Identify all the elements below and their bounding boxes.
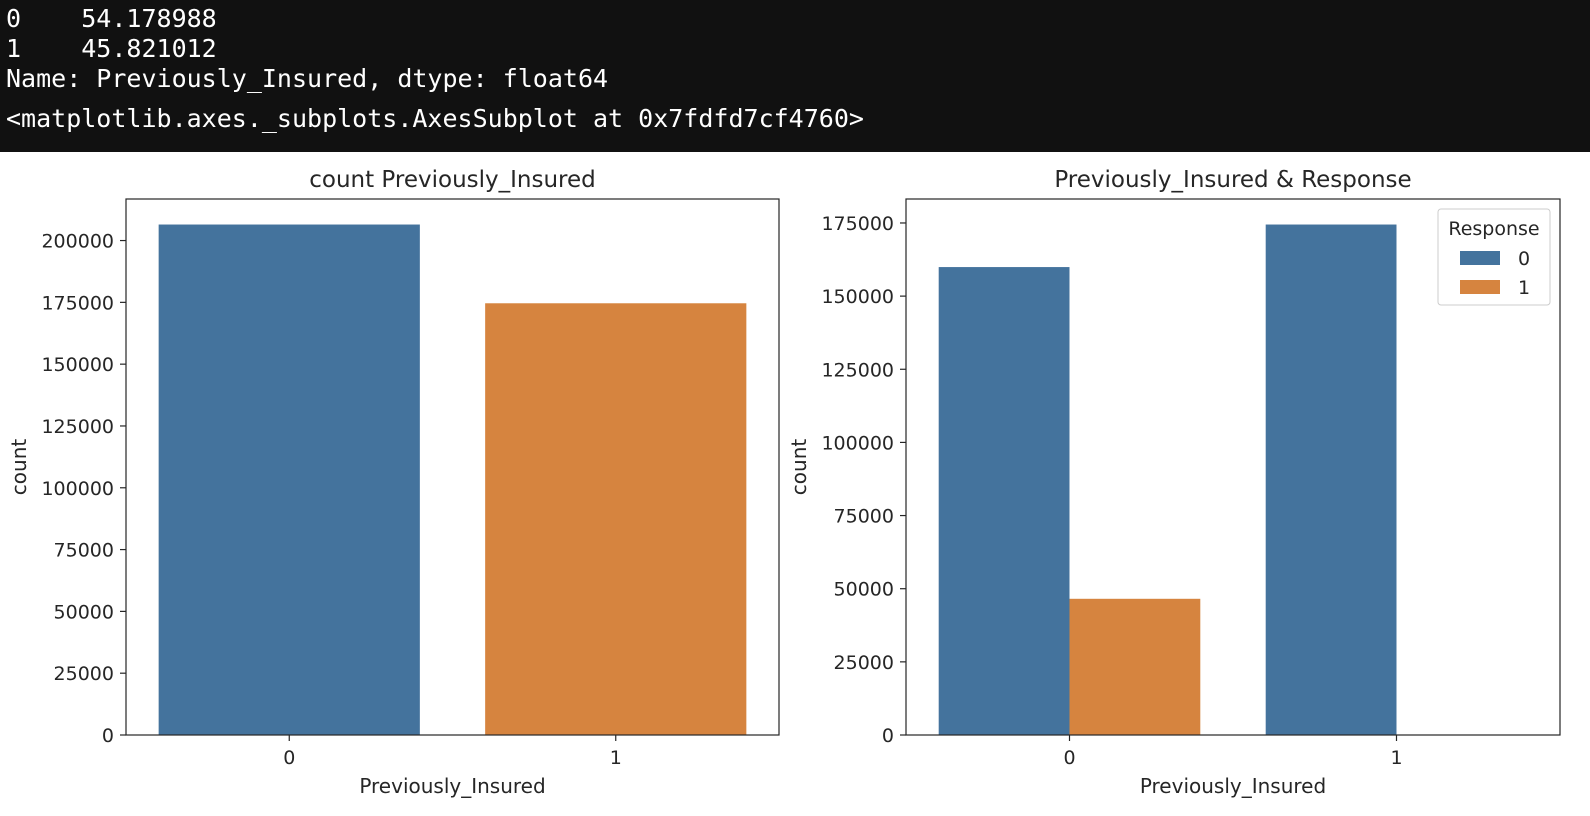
y-tick-label: 25000 bbox=[54, 663, 114, 685]
y-axis-label: count bbox=[787, 439, 811, 496]
chart-0: 0 25000 50000 75000 100000 125000 150000 175000… bbox=[7, 167, 780, 798]
legend-label-1: 1 bbox=[1518, 277, 1530, 299]
x-tick-label: 1 bbox=[1390, 747, 1402, 769]
y-tick-label: 50000 bbox=[834, 579, 894, 601]
x-axis-label: Previously_Insured bbox=[1140, 774, 1326, 798]
console-line-repr: <matplotlib.axes._subplots.AxesSubplot a… bbox=[6, 104, 864, 133]
legend-swatch-1 bbox=[1460, 280, 1500, 294]
y-tick-label: 125000 bbox=[41, 416, 114, 438]
y-tick-label: 50000 bbox=[54, 601, 114, 623]
legend-label-0: 0 bbox=[1518, 248, 1530, 270]
y-tick-label: 175000 bbox=[41, 292, 114, 314]
figure: 0250005000075000100000125000150000175000… bbox=[7, 167, 1561, 798]
chart-1: 0 25000 50000 75000 100000 125000 150000 175000… bbox=[787, 167, 1561, 798]
y-tick-label: 125000 bbox=[821, 359, 894, 381]
x-tick-label: 1 bbox=[610, 747, 622, 769]
axes-frame bbox=[125, 198, 780, 736]
legend: Response 0 1 bbox=[1437, 208, 1551, 306]
y-tick-label: 150000 bbox=[41, 354, 114, 376]
bar-0 bbox=[158, 224, 420, 735]
y-tick-label: 0 bbox=[882, 725, 894, 747]
bar-series-0-cat-0 bbox=[938, 267, 1070, 735]
y-tick-label: 75000 bbox=[54, 540, 114, 562]
axes-frame bbox=[905, 198, 1561, 736]
y-tick-label: 100000 bbox=[821, 432, 894, 454]
y-tick-label: 0 bbox=[102, 725, 114, 747]
bar-series-1-cat-0 bbox=[1069, 598, 1201, 735]
y-tick-label: 150000 bbox=[821, 286, 894, 308]
y-tick-label: 25000 bbox=[834, 652, 894, 674]
console-output: 0 54.178988 1 45.821012 Name: Previously… bbox=[0, 0, 1590, 152]
console-line-0: 0 54.178988 bbox=[6, 4, 217, 33]
legend-swatch-0 bbox=[1460, 251, 1500, 265]
x-tick-label: 0 bbox=[1063, 747, 1075, 769]
console-line-1: 1 45.821012 bbox=[6, 34, 217, 63]
y-tick-label: 75000 bbox=[834, 506, 894, 528]
legend-title: Response bbox=[1448, 218, 1539, 240]
y-tick-label: 200000 bbox=[41, 231, 114, 253]
bar-series-0-cat-1 bbox=[1265, 224, 1397, 735]
x-tick-label: 0 bbox=[283, 747, 295, 769]
x-axis-label: Previously_Insured bbox=[359, 774, 545, 798]
y-tick-label: 100000 bbox=[41, 478, 114, 500]
bar-1 bbox=[485, 303, 747, 735]
console-line-name: Name: Previously_Insured, dtype: float64 bbox=[6, 64, 609, 93]
chart-title: Previously_Insured & Response bbox=[1054, 167, 1411, 193]
chart-title: count Previously_Insured bbox=[309, 167, 596, 193]
y-tick-label: 175000 bbox=[821, 213, 894, 235]
y-axis-label: count bbox=[7, 439, 31, 496]
